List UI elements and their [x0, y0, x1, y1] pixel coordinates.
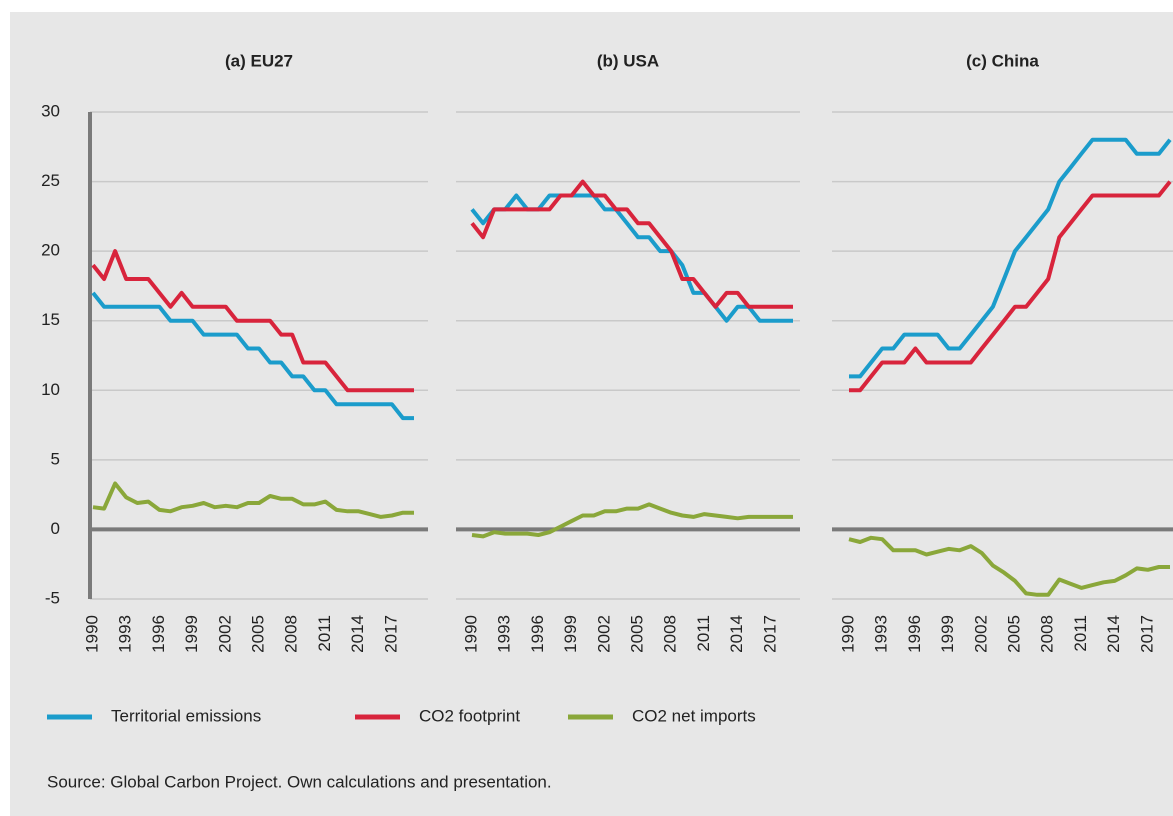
source-note: Source: Global Carbon Project. Own calcu…	[47, 772, 552, 791]
x-tick-label: 2011	[1071, 615, 1090, 652]
x-tick-label: 1999	[561, 615, 580, 653]
y-tick-label: 20	[41, 241, 60, 260]
legend-label: CO2 net imports	[632, 706, 756, 725]
panel-title: (a) EU27	[225, 51, 293, 70]
x-tick-label: 1999	[938, 615, 957, 653]
y-tick-label: 0	[51, 519, 60, 538]
x-tick-label: 1996	[149, 615, 168, 653]
background	[10, 12, 1173, 816]
x-tick-label: 2011	[315, 615, 334, 652]
x-tick-label: 1990	[838, 615, 857, 653]
y-tick-label: 25	[41, 171, 60, 190]
x-tick-label: 2002	[215, 615, 234, 653]
x-tick-label: 2014	[348, 615, 367, 653]
series-line	[470, 193, 793, 323]
x-tick-label: 2005	[249, 615, 268, 653]
x-tick-label: 1993	[495, 615, 514, 653]
x-tick-label: 2005	[1005, 615, 1024, 653]
series-line	[471, 502, 793, 539]
panel-title: (b) USA	[597, 51, 659, 70]
x-tick-label: 1996	[905, 615, 924, 653]
y-tick-label: 30	[41, 101, 60, 120]
x-tick-label: 2008	[1038, 615, 1057, 653]
series-line	[91, 249, 414, 393]
x-tick-label: 2017	[760, 615, 779, 653]
legend-label: Territorial emissions	[111, 706, 261, 725]
x-tick-label: 2002	[971, 615, 990, 653]
x-tick-label: 2002	[594, 615, 613, 653]
x-tick-label: 2008	[661, 615, 680, 653]
y-tick-label: 5	[51, 449, 60, 468]
x-tick-label: 2005	[628, 615, 647, 653]
x-tick-label: 2014	[727, 615, 746, 653]
x-tick-label: 1993	[116, 615, 135, 653]
x-tick-label: 2011	[694, 615, 713, 652]
x-tick-label: 2017	[381, 615, 400, 653]
series-line	[91, 291, 414, 421]
x-tick-label: 2017	[1137, 615, 1156, 653]
series-line	[849, 137, 1172, 379]
x-tick-label: 1990	[82, 615, 101, 653]
y-tick-label: 10	[41, 380, 60, 399]
y-tick-label: 15	[41, 310, 60, 329]
legend-label: CO2 footprint	[419, 706, 520, 725]
x-tick-label: 2008	[282, 615, 301, 653]
x-tick-label: 1999	[182, 615, 201, 653]
series-line	[849, 180, 1172, 393]
series-line	[92, 481, 414, 519]
series-line	[848, 535, 1170, 597]
x-tick-label: 1993	[872, 615, 891, 653]
x-tick-label: 1990	[461, 615, 480, 653]
y-tick-label: -5	[45, 588, 60, 607]
panel-title: (c) China	[966, 51, 1039, 70]
x-tick-label: 2014	[1104, 615, 1123, 653]
series-line	[470, 179, 793, 309]
x-tick-label: 1996	[528, 615, 547, 653]
